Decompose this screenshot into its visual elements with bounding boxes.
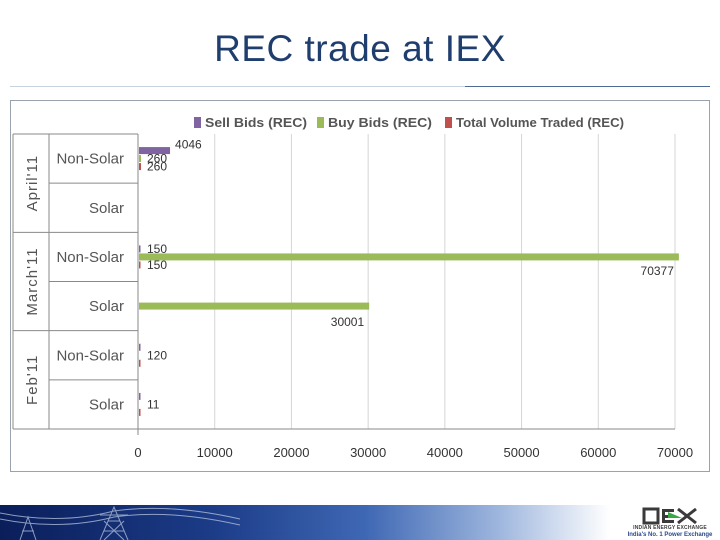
bar <box>139 147 171 155</box>
bar <box>139 343 141 351</box>
bar <box>139 392 141 400</box>
transmission-tower-icon <box>0 505 241 540</box>
legend-label: Total Volume Traded (REC) <box>456 115 624 130</box>
iex-logo: INDIAN ENERGY EXCHANGE India's No. 1 Pow… <box>624 506 716 540</box>
data-label: 11 <box>147 397 160 411</box>
x-tick-label: 70000 <box>657 445 693 460</box>
title-divider <box>10 86 710 87</box>
data-label: 150 <box>147 258 167 272</box>
x-tick-label: 10000 <box>197 445 233 460</box>
data-label: 120 <box>147 348 167 362</box>
group-label: Feb'11 <box>24 355 41 405</box>
legend-label: Buy Bids (REC) <box>328 115 432 130</box>
category-label: Non-Solar <box>56 151 124 168</box>
bar <box>139 163 141 171</box>
category-label: Solar <box>89 396 124 413</box>
x-tick-label: 40000 <box>427 445 463 460</box>
category-label: Solar <box>89 200 124 217</box>
category-label: Non-Solar <box>56 249 124 266</box>
bar <box>139 261 141 269</box>
bar <box>139 155 141 163</box>
bar <box>139 408 141 416</box>
x-tick-label: 20000 <box>273 445 309 460</box>
iex-logo-mark <box>642 507 697 525</box>
x-tick-label: 0 <box>134 445 141 460</box>
category-label: Non-Solar <box>56 347 124 364</box>
data-label: 70377 <box>641 264 675 278</box>
x-tick-label: 30000 <box>350 445 386 460</box>
bar <box>139 245 141 253</box>
legend-label: Sell Bids (REC) <box>205 115 307 130</box>
bar <box>139 253 679 261</box>
category-label: Solar <box>89 298 124 315</box>
data-label: 150 <box>147 242 167 256</box>
data-label: 260 <box>147 152 167 166</box>
footer-banner <box>0 505 610 540</box>
data-label: 30001 <box>331 315 365 329</box>
logo-tagline: India's No. 1 Power Exchange <box>627 532 713 538</box>
bar <box>139 302 370 310</box>
bar-chart: Sell Bids (REC) Buy Bids (REC) Total Volum… <box>12 115 693 460</box>
bar <box>139 359 141 367</box>
legend-swatch-0 <box>194 117 201 128</box>
legend-swatch-2 <box>445 117 452 128</box>
data-label: 4046 <box>175 138 202 152</box>
data-label: 260 <box>147 160 167 174</box>
logo-company-name: INDIAN ENERGY EXCHANGE <box>633 525 707 531</box>
group-label: April'11 <box>24 155 41 211</box>
chart-frame: Sell Bids (REC) Buy Bids (REC) Total Volum… <box>10 100 710 472</box>
legend-swatch-1 <box>317 117 324 128</box>
x-tick-label: 60000 <box>580 445 616 460</box>
group-label: March'11 <box>24 247 41 315</box>
x-tick-label: 50000 <box>503 445 539 460</box>
slide-title: REC trade at IEX <box>214 28 506 69</box>
